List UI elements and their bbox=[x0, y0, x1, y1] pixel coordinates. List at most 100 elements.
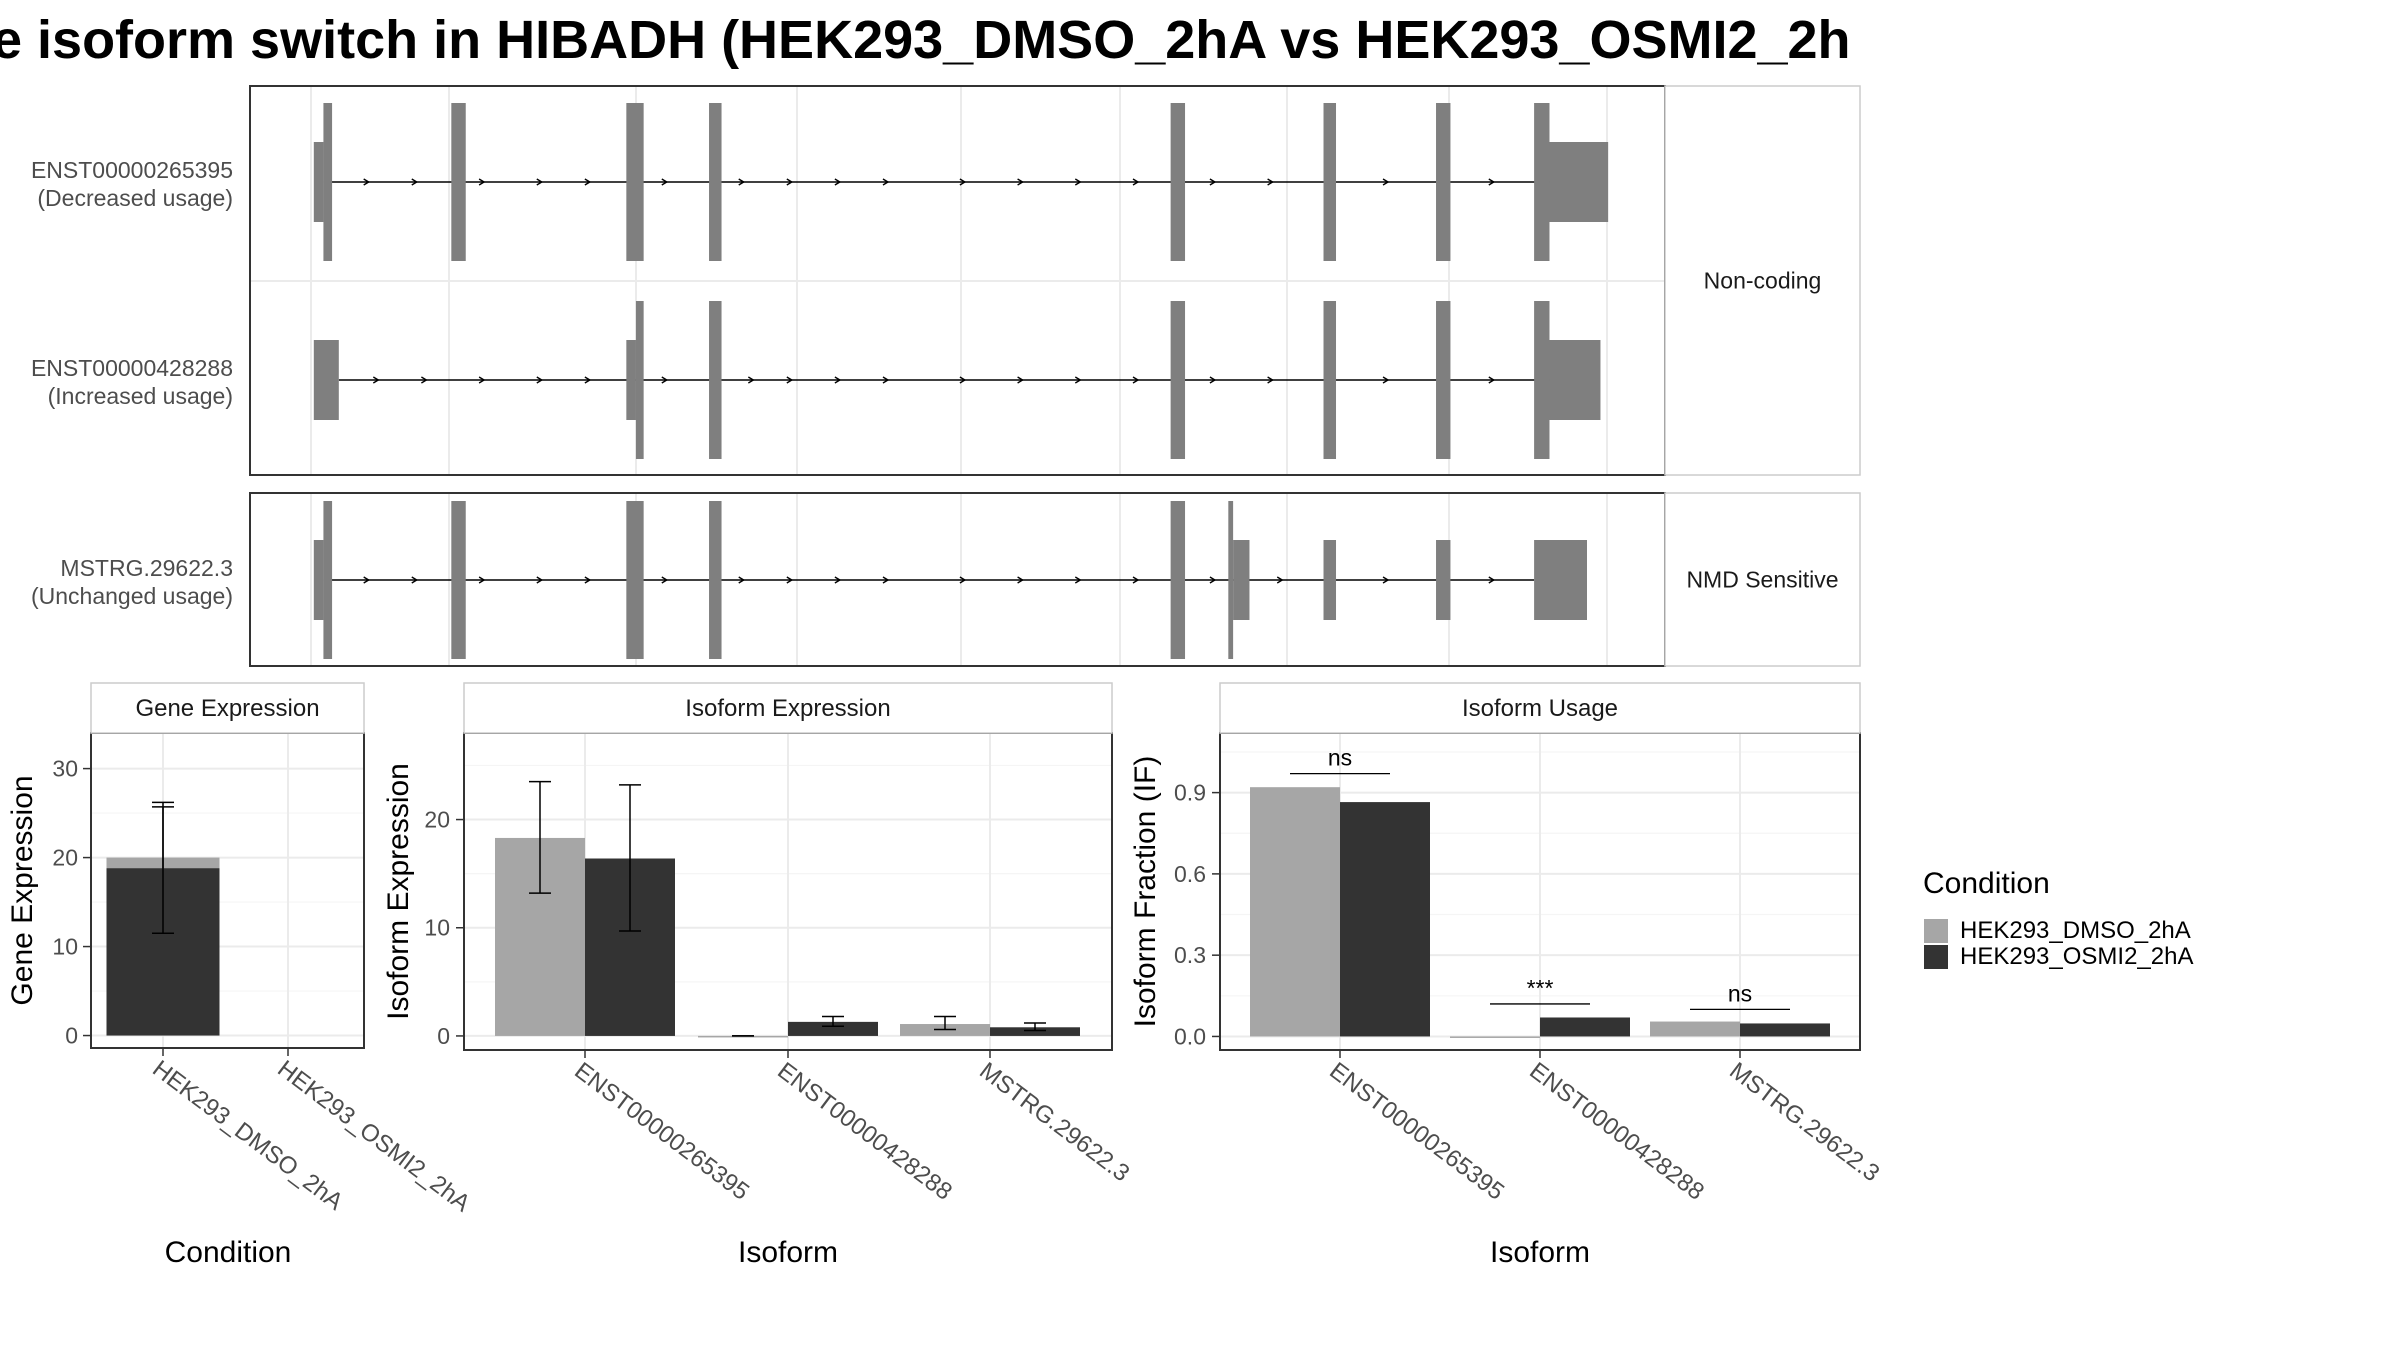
legend-label: HEK293_DMSO_2hA bbox=[1960, 917, 2191, 944]
y-tick-label: 30 bbox=[52, 756, 78, 782]
coding-exon bbox=[323, 501, 333, 659]
coding-exon bbox=[1323, 301, 1337, 459]
coding-exon bbox=[1436, 103, 1451, 261]
transcript-label: ENST00000265395 bbox=[31, 157, 233, 183]
strand-arrow bbox=[584, 376, 592, 384]
chart-strip bbox=[463, 682, 1113, 734]
coding-exon bbox=[1534, 103, 1550, 261]
strand-arrow bbox=[584, 576, 592, 584]
utr-exon bbox=[1549, 340, 1601, 420]
bar bbox=[788, 1021, 878, 1036]
coding-exon bbox=[1170, 501, 1186, 659]
strand-arrow bbox=[363, 576, 371, 584]
x-tick-label: MSTRG.29622.3 bbox=[974, 1057, 1134, 1187]
y-tick-label: 10 bbox=[424, 915, 450, 941]
strand-arrow bbox=[959, 376, 967, 384]
y-tick-label: 20 bbox=[424, 807, 450, 833]
strand-arrow bbox=[882, 178, 890, 186]
strand-arrow bbox=[1017, 178, 1024, 186]
bar bbox=[1650, 1021, 1740, 1037]
chart-strip bbox=[1219, 682, 1861, 734]
strand-arrow bbox=[1488, 576, 1496, 584]
transcript-usage-label: (Decreased usage) bbox=[37, 185, 233, 211]
legend-swatch bbox=[1924, 919, 1948, 943]
coding-exon bbox=[451, 103, 466, 261]
x-tick-label: ENST00000265395 bbox=[1324, 1057, 1509, 1205]
strand-arrow bbox=[584, 178, 592, 186]
strand-arrow bbox=[411, 178, 419, 186]
utr-exon bbox=[313, 340, 339, 420]
coding-exon bbox=[1170, 301, 1186, 459]
coding-exon bbox=[709, 301, 722, 459]
utr-exon bbox=[626, 340, 636, 420]
y-tick-label: 0.0 bbox=[1174, 1023, 1206, 1049]
y-tick-label: 0.6 bbox=[1174, 861, 1206, 887]
y-axis-title: Isoform Fraction (IF) bbox=[1129, 756, 1162, 1028]
legend-label: HEK293_OSMI2_2hA bbox=[1960, 943, 2193, 970]
strand-arrow bbox=[478, 376, 486, 384]
y-tick-label: 10 bbox=[52, 934, 78, 960]
strand-arrow bbox=[372, 376, 380, 384]
coding-exon bbox=[709, 501, 722, 659]
coding-exon bbox=[323, 103, 333, 261]
y-tick-label: 0.3 bbox=[1174, 942, 1206, 968]
strand-arrow bbox=[661, 178, 669, 186]
utr-exon bbox=[313, 142, 324, 222]
strand-arrow bbox=[1074, 576, 1082, 584]
strand-arrow bbox=[1209, 576, 1217, 584]
strand-arrow bbox=[1209, 376, 1217, 384]
utr-exon bbox=[1436, 540, 1451, 620]
facet-strip-label: NMD Sensitive bbox=[1686, 567, 1838, 593]
transcript-usage-label: (Increased usage) bbox=[48, 383, 233, 409]
facet-strip bbox=[1664, 492, 1861, 667]
transcript-label: ENST00000428288 bbox=[31, 355, 233, 381]
strand-arrow bbox=[1276, 576, 1284, 584]
strand-arrow bbox=[834, 178, 842, 186]
y-axis-title: Gene Expression bbox=[6, 775, 39, 1005]
strand-arrow bbox=[1267, 376, 1274, 384]
x-axis-title: Isoform bbox=[738, 1236, 838, 1269]
legend-title: Condition bbox=[1923, 867, 2050, 900]
y-tick-label: 0 bbox=[65, 1023, 78, 1049]
strand-arrow bbox=[411, 576, 419, 584]
y-tick-label: 0 bbox=[437, 1023, 450, 1049]
bar bbox=[1250, 787, 1340, 1037]
strand-arrow bbox=[1132, 576, 1140, 584]
transcript-label: MSTRG.29622.3 bbox=[60, 555, 233, 581]
utr-exon bbox=[1549, 142, 1609, 222]
coding-exon bbox=[451, 501, 466, 659]
chart-title: Isoform Usage bbox=[1462, 695, 1618, 722]
strand-arrow bbox=[1488, 376, 1496, 384]
facet-strip bbox=[1664, 85, 1861, 476]
strand-arrow bbox=[786, 178, 794, 186]
coding-exon bbox=[1534, 301, 1550, 459]
strand-arrow bbox=[536, 178, 544, 186]
strand-arrow bbox=[959, 576, 967, 584]
strand-arrow bbox=[738, 576, 746, 584]
chart-strip bbox=[90, 682, 365, 734]
utr-exon bbox=[1534, 540, 1587, 620]
strand-arrow bbox=[834, 376, 842, 384]
significance-label: *** bbox=[1527, 975, 1554, 1001]
strand-arrow bbox=[1488, 178, 1496, 186]
strand-arrow bbox=[1074, 178, 1082, 186]
x-axis-title: Condition bbox=[165, 1236, 292, 1269]
y-tick-label: 20 bbox=[52, 845, 78, 871]
x-tick-label: MSTRG.29622.3 bbox=[1724, 1057, 1884, 1187]
facet-strip-label: Non-coding bbox=[1704, 268, 1822, 294]
strand-arrow bbox=[786, 376, 794, 384]
strand-arrow bbox=[421, 376, 428, 384]
plot-title: e isoform switch in HIBADH (HEK293_DMSO_… bbox=[0, 10, 1851, 70]
coding-exon bbox=[1170, 103, 1186, 261]
utr-exon bbox=[313, 540, 324, 620]
strand-arrow bbox=[478, 576, 486, 584]
bar bbox=[990, 1027, 1080, 1036]
bar bbox=[1340, 802, 1430, 1037]
strand-arrow bbox=[834, 576, 842, 584]
bar bbox=[1540, 1017, 1630, 1037]
y-axis-title: Isoform Expression bbox=[382, 763, 415, 1020]
strand-arrow bbox=[1017, 376, 1024, 384]
strand-arrow bbox=[1132, 376, 1140, 384]
